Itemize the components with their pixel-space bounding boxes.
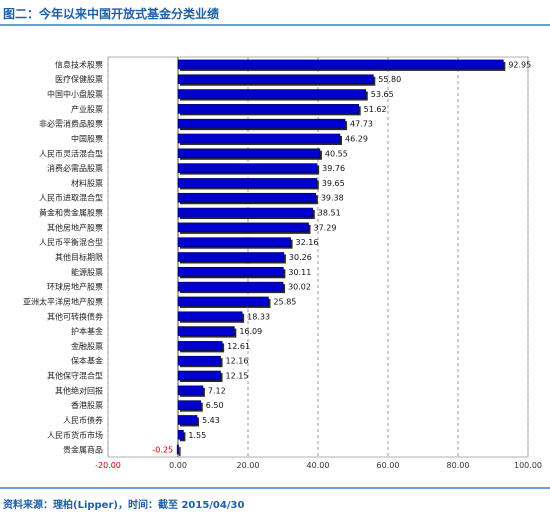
category-label: 能源股票 xyxy=(71,267,103,277)
bar xyxy=(177,192,317,203)
bar xyxy=(177,74,374,85)
category-label: 人民币进取混合型 xyxy=(39,193,103,203)
value-label: 30.11 xyxy=(288,268,311,277)
value-label: -0.25 xyxy=(152,446,173,455)
bar xyxy=(177,89,367,99)
bar xyxy=(177,148,321,159)
top-divider xyxy=(0,24,550,26)
category-label: 消费必需品股票 xyxy=(47,163,103,173)
bar xyxy=(177,267,284,277)
bar xyxy=(177,207,314,218)
x-tick-label: 0.00 xyxy=(169,461,187,470)
category-label: 其他目标期限 xyxy=(55,252,103,262)
value-label: 55.80 xyxy=(378,75,401,84)
value-label: 30.02 xyxy=(288,283,311,292)
x-tick-label: 80.00 xyxy=(447,461,470,470)
category-label: 信息技术股票 xyxy=(55,59,103,69)
value-label: 7.12 xyxy=(208,386,226,395)
value-label: 25.85 xyxy=(273,297,296,306)
value-label: 38.51 xyxy=(318,209,341,218)
category-label: 金融股票 xyxy=(71,341,103,351)
category-label: 其他可转换债券 xyxy=(47,311,103,321)
category-label: 亚洲太平洋房地产股票 xyxy=(23,296,103,306)
bar xyxy=(177,59,504,70)
category-label: 人民币债券 xyxy=(63,415,103,425)
value-label: 32.16 xyxy=(296,238,319,247)
category-label: 其他绝对回报 xyxy=(55,385,103,395)
bar xyxy=(177,415,198,425)
bar xyxy=(177,296,269,307)
category-label: 人民币货币市场 xyxy=(47,430,103,440)
category-label: 非必需消费品股票 xyxy=(39,119,103,129)
bar xyxy=(177,281,284,292)
bar xyxy=(177,222,309,233)
bar xyxy=(177,385,204,396)
x-tick-label: 100.00 xyxy=(514,461,542,470)
value-label: 12.61 xyxy=(227,342,250,351)
value-label: 1.55 xyxy=(188,431,206,440)
value-label: 53.65 xyxy=(371,90,394,99)
bar xyxy=(177,326,235,336)
category-label: 其他保守混合型 xyxy=(47,371,103,381)
value-label: 39.38 xyxy=(321,194,344,203)
category-label: 香港股票 xyxy=(71,400,103,410)
value-label: 39.65 xyxy=(322,179,345,188)
value-label: 40.55 xyxy=(325,149,348,158)
x-tick-label: -20.00 xyxy=(95,461,121,470)
value-label: 46.29 xyxy=(345,134,368,143)
bar xyxy=(177,178,318,188)
x-tick-label: 40.00 xyxy=(307,461,330,470)
value-label: 5.43 xyxy=(202,416,220,425)
chart-title: 图二：今年以来中国开放式基金分类业绩 xyxy=(3,7,220,21)
category-label: 人民币灵活混合型 xyxy=(39,148,103,158)
bar xyxy=(177,429,184,440)
bar xyxy=(177,400,202,410)
category-label: 人民币平衡混合型 xyxy=(39,237,103,247)
bar-shadow xyxy=(179,447,181,457)
bar xyxy=(177,163,318,173)
value-label: 37.29 xyxy=(314,223,337,232)
bar xyxy=(177,104,359,114)
bar xyxy=(177,133,341,144)
value-label: 12.15 xyxy=(226,372,249,381)
category-label: 中国股票 xyxy=(71,133,103,143)
value-label: 12.16 xyxy=(226,357,249,366)
category-label: 黄金和贵金属股票 xyxy=(39,208,103,218)
bar xyxy=(177,252,285,262)
category-label: 材料股票 xyxy=(71,178,103,188)
category-label: 护本基金 xyxy=(71,326,103,336)
value-label: 6.50 xyxy=(206,401,224,410)
category-label: 其他房地产股票 xyxy=(47,222,103,232)
bar xyxy=(177,370,221,381)
category-label: 产业股票 xyxy=(71,104,103,114)
bar xyxy=(177,355,221,366)
bar xyxy=(177,341,223,351)
bar xyxy=(177,237,291,247)
category-label: 环球房地产股票 xyxy=(47,282,103,292)
category-label: 中国中小盘股票 xyxy=(47,89,103,99)
value-label: 16.09 xyxy=(239,327,262,336)
bottom-divider xyxy=(0,487,550,489)
value-label: 47.73 xyxy=(350,120,373,129)
x-tick-label: 20.00 xyxy=(237,461,260,470)
value-label: 51.62 xyxy=(364,105,387,114)
category-label: 医疗保健股票 xyxy=(55,74,103,84)
category-label: 保本基金 xyxy=(71,356,103,366)
category-label: 贵金属商品 xyxy=(63,445,103,455)
bar xyxy=(176,444,179,455)
x-tick-label: 60.00 xyxy=(377,461,400,470)
value-label: 18.33 xyxy=(247,312,270,321)
bar xyxy=(177,118,346,129)
source-note: 资料来源：理柏(Lipper)，时间：截至 2015/04/30 xyxy=(3,500,245,511)
value-label: 39.76 xyxy=(322,164,345,173)
value-label: 30.26 xyxy=(289,253,312,262)
bar xyxy=(177,311,243,322)
value-label: 92.95 xyxy=(508,60,531,69)
